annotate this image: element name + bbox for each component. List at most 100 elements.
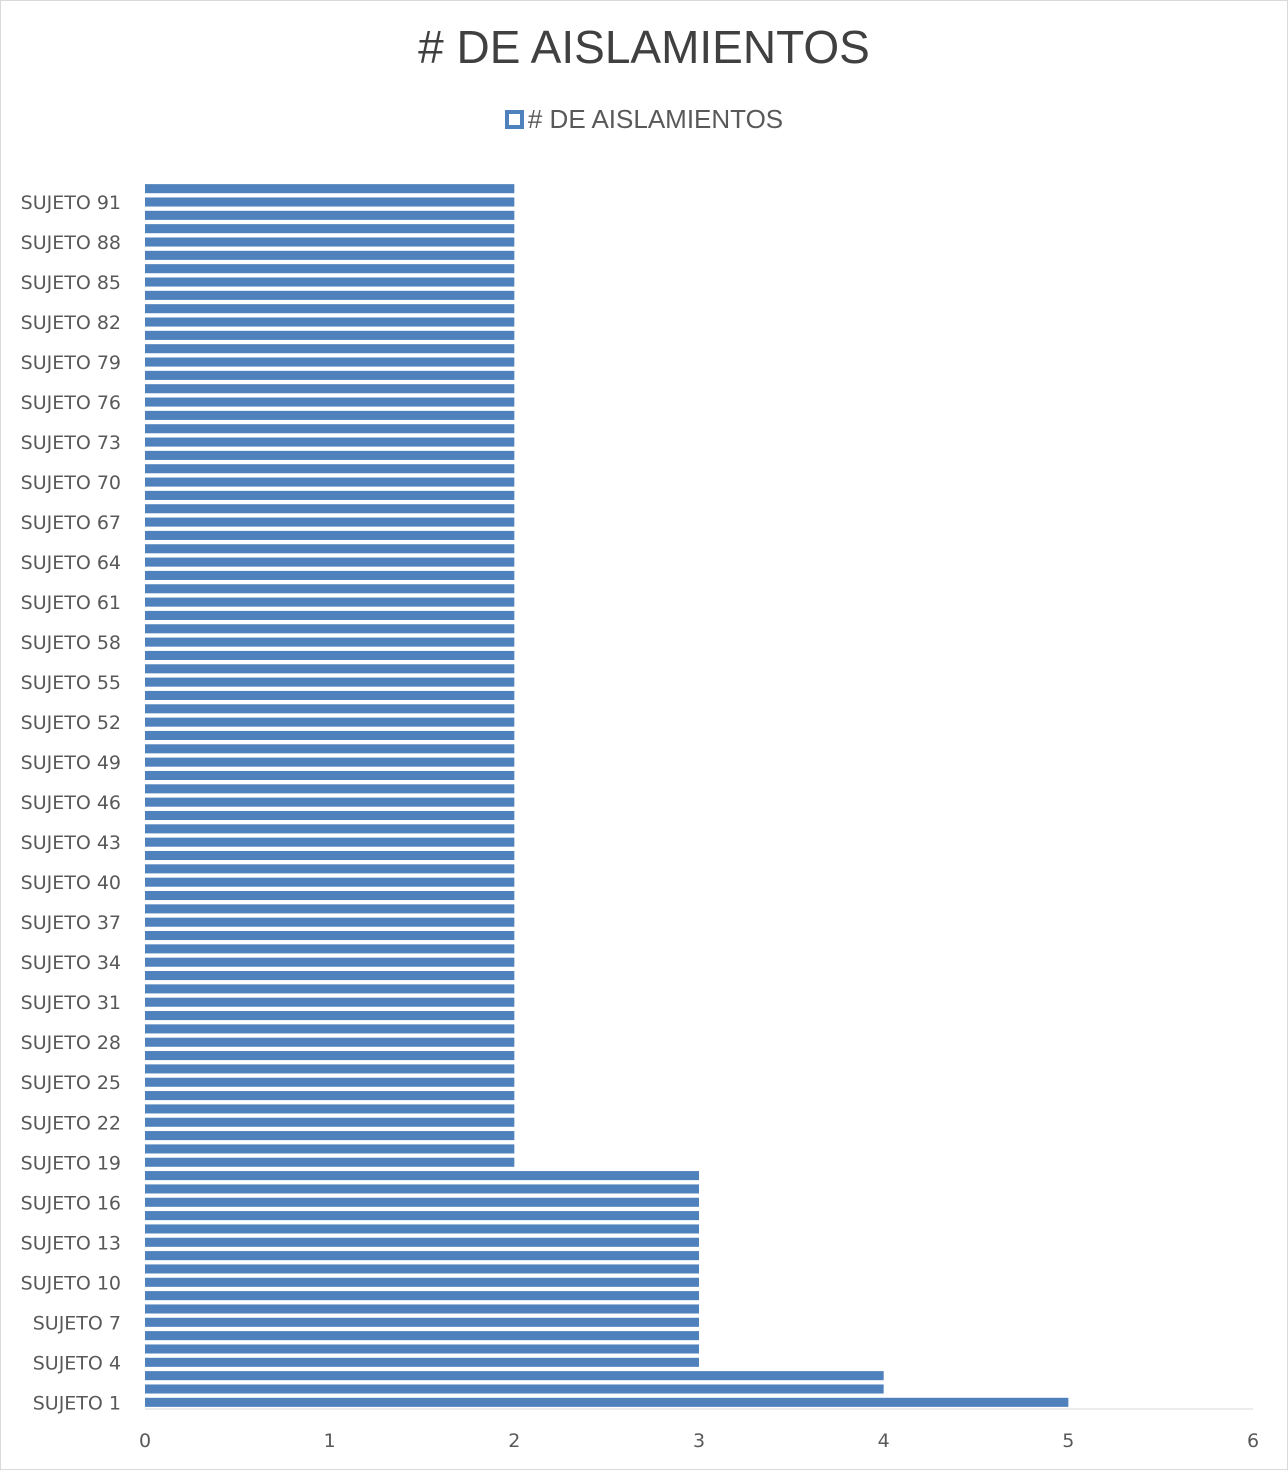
category-label: SUJETO 55 [21,672,121,694]
category-label: SUJETO 58 [21,632,121,654]
bar-40 [145,877,515,887]
category-label: SUJETO 49 [21,752,121,774]
bar-30 [145,1011,515,1021]
bar-24 [145,1091,515,1101]
bar-26 [145,1064,515,1074]
category-labels: SUJETO 1 SUJETO 4 SUJETO 7 SUJETO 10 SUJETO … [21,192,121,1414]
bar-53 [145,704,515,714]
bar-45 [145,810,515,821]
category-label: SUJETO 64 [21,552,121,574]
bar-14 [145,1224,699,1234]
bar-66 [145,530,515,540]
bar-32 [145,984,515,994]
category-label: SUJETO 88 [21,232,121,254]
bar-36 [145,931,515,941]
bar-81 [145,330,515,340]
bar-33 [145,971,515,981]
category-label: SUJETO 22 [21,1112,121,1134]
category-label: SUJETO 1 [33,1392,121,1414]
bar-23 [145,1104,515,1114]
bar-85 [145,277,515,287]
bar-31 [145,997,515,1007]
bar-39 [145,890,515,901]
x-tick-label: 6 [1247,1430,1259,1452]
bar-19 [145,1157,515,1167]
x-tick-label: 1 [324,1430,336,1452]
category-label: SUJETO 43 [21,832,121,854]
bar-79 [145,357,515,367]
category-label: SUJETO 34 [21,952,121,974]
category-label: SUJETO 52 [21,712,121,734]
bar-15 [145,1211,699,1221]
category-label: SUJETO 46 [21,792,121,814]
bar-70 [145,477,515,487]
category-label: SUJETO 25 [21,1072,121,1094]
bar-72 [145,450,515,460]
bar-78 [145,370,515,380]
bar-75 [145,410,515,420]
x-tick-label: 0 [139,1430,151,1452]
bar-90 [145,210,515,220]
bar-37 [145,917,515,927]
category-label: SUJETO 91 [21,192,121,214]
bar-57 [145,650,515,660]
bar-73 [145,437,515,447]
bar-21 [145,1131,515,1141]
bar-9 [145,1291,699,1301]
bar-89 [145,224,515,234]
x-tick-label: 3 [693,1430,705,1452]
category-label: SUJETO 40 [21,872,121,894]
bar-92 [145,184,515,194]
legend-label: # DE AISLAMIENTOS [527,104,784,134]
bar-61 [145,597,515,607]
bar-46 [145,797,515,807]
bar-86 [145,264,515,274]
bar-65 [145,544,515,554]
category-label: SUJETO 10 [21,1272,121,1294]
bar-34 [145,957,515,967]
bar-49 [145,757,515,767]
bar-84 [145,290,515,300]
category-label: SUJETO 4 [33,1352,121,1374]
bar-44 [145,824,515,834]
bar-83 [145,304,515,314]
bar-80 [145,344,515,354]
bar-5 [145,1344,699,1354]
bar-67 [145,517,515,527]
category-label: SUJETO 37 [21,912,121,934]
bar-58 [145,637,515,647]
category-label: SUJETO 16 [21,1192,121,1214]
bar-88 [145,237,515,247]
x-tick-labels: 0 1 2 3 4 5 6 [139,1430,1259,1452]
bar-54 [145,690,515,701]
bar-51 [145,730,515,741]
bar-20 [145,1144,515,1154]
x-tick-label: 4 [878,1430,890,1452]
bar-10 [145,1277,699,1287]
bar-48 [145,770,515,781]
bar-1 [145,1397,1069,1407]
bar-3 [145,1371,884,1381]
bar-50 [145,744,515,754]
bar-25 [145,1077,515,1087]
bar-41 [145,864,515,874]
bar-56 [145,664,515,674]
bar-11 [145,1264,699,1274]
bars-layer [145,184,1069,1407]
category-label: SUJETO 31 [21,992,121,1014]
bar-60 [145,610,515,620]
category-label: SUJETO 82 [21,312,121,334]
bar-63 [145,570,515,580]
bar-64 [145,557,515,567]
bar-76 [145,397,515,407]
bar-82 [145,317,515,327]
x-tick-label: 2 [508,1430,520,1452]
bar-74 [145,424,515,434]
bar-13 [145,1237,699,1247]
category-label: SUJETO 85 [21,272,121,294]
bar-59 [145,624,515,634]
bar-55 [145,677,515,687]
bar-29 [145,1024,515,1034]
bar-12 [145,1251,699,1261]
